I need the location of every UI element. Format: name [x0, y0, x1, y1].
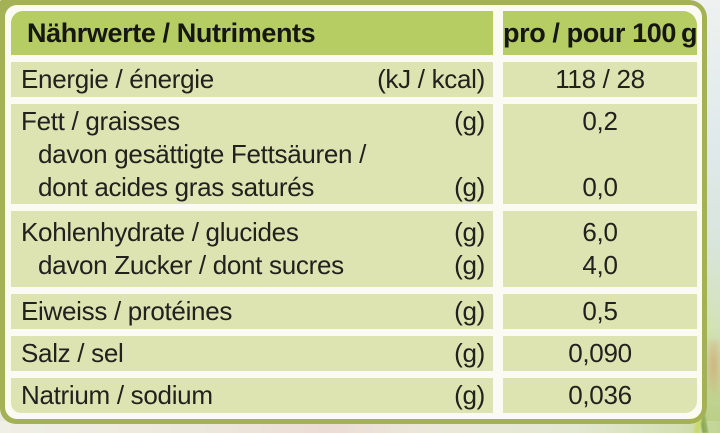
row-saturated-value: 0,0: [582, 171, 618, 202]
row-sodium-label-cell: Natrium / sodium (g): [11, 378, 493, 413]
row-saturated-name-de: davon gesättigte Fettsäuren /: [38, 138, 367, 169]
row-carbs-value-cell: 6,0 4,0: [503, 211, 698, 287]
row-salt-unit: (g): [454, 338, 485, 368]
row-sodium-line: Natrium / sodium (g): [21, 379, 485, 412]
photo-background-bottom: [0, 421, 720, 433]
row-energy-unit: (kJ / kcal): [377, 64, 485, 94]
row-sodium-value-cell: 0,036: [503, 378, 698, 413]
row-protein-label-cell: Eiweiss / protéines (g): [11, 294, 493, 329]
row-carbs-label-cell: Kohlenhydrate / glucides (g) davon Zucke…: [11, 211, 493, 287]
row-saturated-spacer: [503, 138, 697, 171]
row-saturated-line-de: davon gesättigte Fettsäuren /: [21, 138, 485, 171]
row-sugar-unit: (g): [454, 250, 485, 280]
row-energy-label-cell: Energie / énergie (kJ / kcal): [11, 62, 493, 97]
row-energy-value: 118 / 28: [555, 64, 645, 94]
row-fat-unit: (g): [454, 105, 485, 136]
row-fat-name: Fett / graisses: [21, 105, 180, 136]
row-protein-value: 0,5: [582, 296, 618, 326]
photo-background-blob: [704, 340, 720, 400]
row-sugar-value: 4,0: [582, 250, 618, 280]
row-energy-value-cell: 118 / 28: [503, 62, 698, 97]
row-saturated-name-fr: dont acides gras saturés: [38, 171, 315, 202]
row-sodium-unit: (g): [454, 380, 485, 410]
row-salt-value: 0,090: [568, 338, 632, 368]
header-nutrients-label: Nährwerte / Nutriments: [27, 17, 316, 48]
row-carbs-name: Kohlenhydrate / glucides: [21, 217, 299, 247]
row-saturated-unit-fr: (g): [454, 171, 485, 202]
row-carbs-line: Kohlenhydrate / glucides (g): [21, 216, 485, 249]
nutrition-table-frame: Nährwerte / Nutriments pro / pour 100 g …: [0, 0, 707, 424]
header-cell-nutrients: Nährwerte / Nutriments: [11, 11, 493, 55]
row-sodium-value: 0,036: [568, 380, 632, 410]
row-sodium-name: Natrium / sodium: [21, 380, 213, 410]
nutrition-table-panel: Nährwerte / Nutriments pro / pour 100 g …: [5, 5, 702, 419]
row-sugar-line: davon Zucker / dont sucres (g): [21, 249, 485, 282]
row-fat-value-cell: 0,2 0,0: [503, 104, 698, 204]
row-protein-unit: (g): [454, 296, 485, 326]
row-carbs-unit: (g): [454, 217, 485, 247]
header-per-100g-label: pro / pour 100 g: [503, 17, 698, 48]
row-carbs-value: 6,0: [582, 217, 618, 247]
row-sugar-name: davon Zucker / dont sucres: [38, 250, 344, 280]
row-fat-label-cell: Fett / graisses (g) davon gesättigte Fet…: [11, 104, 493, 204]
row-energy-name: Energie / énergie: [21, 64, 214, 94]
header-cell-per-100g: pro / pour 100 g: [503, 11, 697, 55]
row-salt-value-cell: 0,090: [503, 336, 698, 371]
row-fat-line: Fett / graisses (g): [21, 105, 485, 138]
row-saturated-line-fr: dont acides gras saturés (g): [21, 171, 485, 204]
row-fat-value: 0,2: [582, 105, 618, 136]
row-salt-name: Salz / sel: [21, 338, 124, 368]
row-salt-label-cell: Salz / sel (g): [11, 336, 493, 371]
nutrition-table: Nährwerte / Nutriments pro / pour 100 g …: [11, 11, 698, 413]
row-energy-line: Energie / énergie (kJ / kcal): [21, 63, 485, 96]
row-protein-line: Eiweiss / protéines (g): [21, 295, 485, 328]
row-salt-line: Salz / sel (g): [21, 337, 485, 370]
row-protein-name: Eiweiss / protéines: [21, 296, 233, 326]
row-protein-value-cell: 0,5: [503, 294, 698, 329]
